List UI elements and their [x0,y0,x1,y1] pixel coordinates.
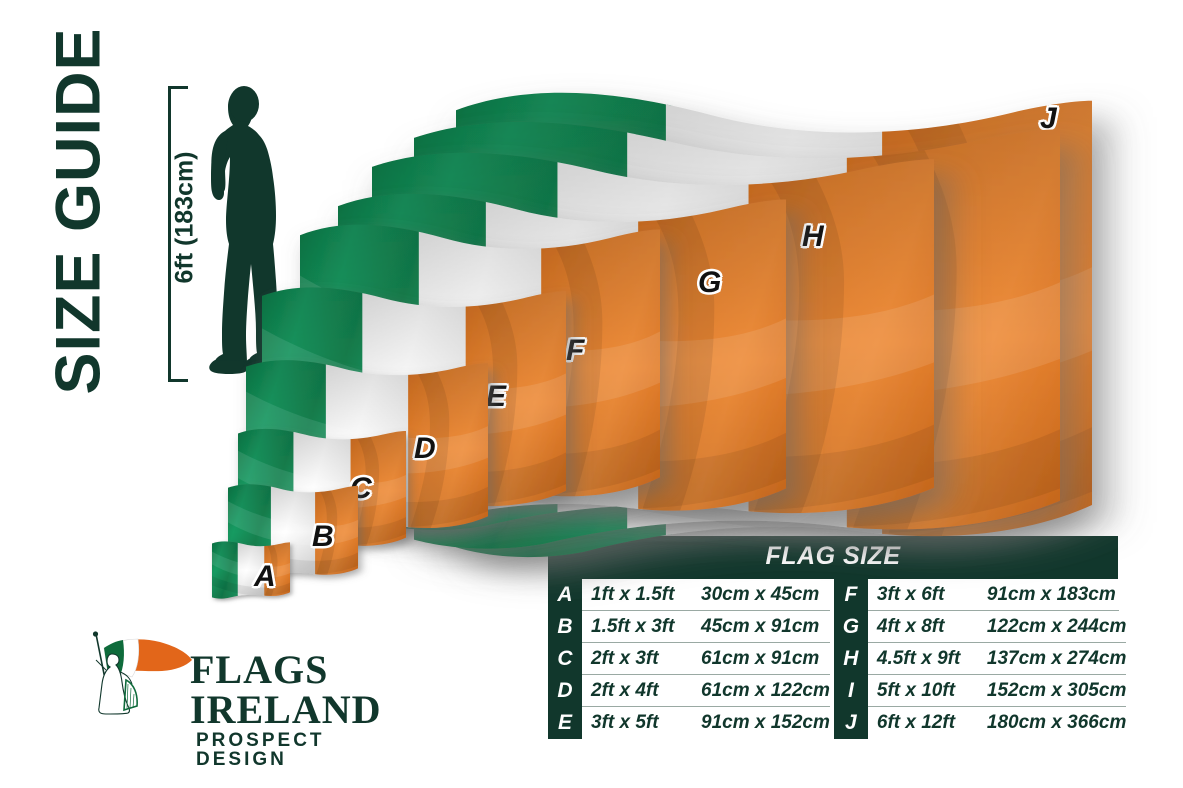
row-values: 1ft x 1.5ft 30cm x 45cm [582,579,830,611]
table-column-right: F 3ft x 6ft 91cm x 183cm G 4ft x 8ft 122cm x … [829,579,1127,739]
table-row: H 4.5ft x 9ft 137cm x 274cm [833,643,1127,675]
row-values: 6ft x 12ft 180cm x 366cm [867,707,1127,739]
row-size-cm: 61cm x 91cm [701,647,820,669]
row-values: 4.5ft x 9ft 137cm x 274cm [867,643,1127,675]
flag-a: A [212,540,290,599]
row-values: 3ft x 6ft 91cm x 183cm [867,579,1119,611]
height-bracket-icon [168,86,188,382]
flag-stack: J [212,92,1092,599]
logo-title: FLAGS IRELAND [190,647,382,732]
table-column-left: A 1ft x 1.5ft 30cm x 45cm B 1.5ft x 3ft 45cm … [548,579,830,739]
bracket-vertical-line [168,86,171,382]
row-size-feet: 1ft x 1.5ft [591,583,675,605]
row-size-cm: 91cm x 183cm [986,583,1116,605]
brand-logo[interactable]: FLAGS IRELAND PROSPECT DESIGN [82,630,412,769]
table-header: FLAG SIZE [548,536,1118,579]
table-row: C 2ft x 3ft 61cm x 91cm [548,643,830,675]
row-values: 5ft x 10ft 152cm x 305cm [867,675,1127,707]
logo-subtitle: PROSPECT DESIGN [196,730,325,770]
row-code: B [548,611,582,643]
row-code: D [548,675,582,707]
row-code: J [833,707,868,739]
row-size-cm: 61cm x 122cm [701,679,830,701]
row-values: 2ft x 3ft 61cm x 91cm [582,643,830,675]
row-values: 1.5ft x 3ft 45cm x 91cm [582,611,830,643]
row-size-feet: 6ft x 12ft [876,712,956,733]
table-row: G 4ft x 8ft 122cm x 244cm [833,611,1127,643]
table-body: A 1ft x 1.5ft 30cm x 45cm B 1.5ft x 3ft 45cm … [548,579,1127,739]
row-size-cm: 30cm x 45cm [701,583,820,605]
row-size-cm: 137cm x 274cm [986,647,1127,669]
table-row: E 3ft x 5ft 91cm x 152cm [548,707,830,739]
flag-size-table: FLAG SIZE A 1ft x 1.5ft 30cm x 45cm B 1.5ft … [548,536,1127,739]
row-code: A [548,579,582,611]
table-row: A 1ft x 1.5ft 30cm x 45cm [548,579,830,611]
bracket-bottom-tick [168,379,188,382]
row-size-feet: 1.5ft x 3ft [591,615,675,637]
row-size-feet: 5ft x 10ft [876,679,956,701]
row-size-cm: 180cm x 366cm [986,712,1127,733]
row-code: E [548,707,582,739]
row-code: H [833,643,868,675]
row-values: 4ft x 8ft 122cm x 244cm [867,611,1127,643]
row-code: G [833,611,868,643]
table-row: I 5ft x 10ft 152cm x 305cm [833,675,1127,707]
row-code: F [833,579,868,611]
bracket-top-tick [168,86,188,89]
table-row: B 1.5ft x 3ft 45cm x 91cm [548,611,830,643]
hibernia-flag-logo-icon [82,630,194,716]
page-title: SIZE GUIDE [43,27,114,395]
table-row: D 2ft x 4ft 61cm x 122cm [548,675,830,707]
logo-text: FLAGS IRELAND PROSPECT DESIGN [190,647,412,770]
row-code: I [833,675,868,707]
row-size-cm: 152cm x 305cm [986,679,1127,701]
row-size-cm: 91cm x 152cm [701,712,830,733]
row-size-feet: 2ft x 4ft [591,679,659,701]
row-size-feet: 3ft x 6ft [876,583,945,605]
row-code: C [548,643,582,675]
row-values: 3ft x 5ft 91cm x 152cm [582,707,830,739]
row-size-cm: 45cm x 91cm [701,615,820,637]
row-values: 2ft x 4ft 61cm x 122cm [582,675,830,707]
row-size-cm: 122cm x 244cm [986,615,1127,637]
table-row: F 3ft x 6ft 91cm x 183cm [833,579,1119,611]
row-size-feet: 2ft x 3ft [591,647,659,669]
table-row: J 6ft x 12ft 180cm x 366cm [833,707,1127,739]
row-size-feet: 3ft x 5ft [591,712,659,733]
row-size-feet: 4ft x 8ft [876,615,945,637]
row-size-feet: 4.5ft x 9ft [876,647,961,669]
